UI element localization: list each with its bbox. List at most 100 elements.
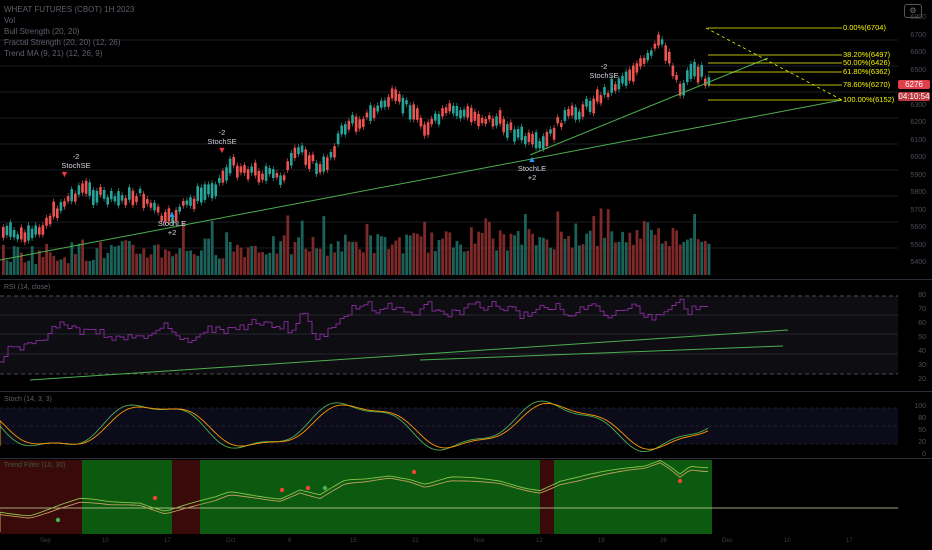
time-tick-label: Dec	[722, 538, 733, 544]
volume-bar	[473, 243, 477, 275]
candle-body	[527, 132, 531, 142]
volume-bar	[628, 232, 632, 275]
volume-bar	[124, 240, 128, 275]
trend-pane[interactable]	[0, 460, 898, 534]
rsi-tick-label: 20	[918, 376, 926, 383]
fib-level-label[interactable]: 61.80%(6362)	[843, 67, 891, 76]
candle-body	[542, 136, 545, 149]
volume-bar	[156, 244, 160, 275]
volume-bar	[556, 211, 560, 275]
pane-divider[interactable]	[0, 458, 932, 459]
rsi-trendline-2	[419, 345, 784, 361]
stochastic-chart[interactable]	[0, 394, 898, 456]
volume-bar	[340, 251, 344, 275]
volume-bar	[664, 241, 668, 275]
candle-body	[5, 225, 9, 236]
candle-body	[560, 122, 563, 128]
candle-body	[585, 98, 588, 107]
volume-bar	[38, 250, 41, 275]
candle-body	[329, 152, 333, 158]
volume-bar	[610, 231, 614, 275]
time-tick-label: 17	[846, 538, 853, 544]
candle-body	[660, 39, 664, 45]
candle-body	[617, 78, 621, 90]
legend-indicator-1[interactable]: Bull Strength (20, 20)	[4, 27, 80, 36]
trend-label[interactable]: Trend Filter (10, 30)	[4, 462, 66, 469]
volume-bar	[700, 241, 704, 275]
volume-bar	[642, 220, 646, 275]
candle-body	[376, 105, 379, 112]
candle-body	[470, 107, 473, 123]
volume-bar	[167, 251, 171, 275]
legend-volume[interactable]: Vol	[4, 16, 16, 25]
volume-bar	[92, 259, 95, 275]
stochastic-pane[interactable]	[0, 394, 898, 456]
candle-body	[167, 208, 171, 222]
candle-body	[455, 105, 459, 117]
stoch-label[interactable]: Stoch (14, 3, 3)	[4, 396, 52, 403]
pane-divider[interactable]	[0, 391, 932, 392]
price-tick-label: 5400	[910, 259, 926, 266]
candle-body	[387, 96, 390, 107]
legend-indicator-2[interactable]: Fractal Strength (20, 20) (12, 26)	[4, 38, 121, 47]
volume-bar	[696, 239, 700, 275]
candle-body	[354, 116, 358, 132]
price-pane[interactable]	[0, 0, 898, 276]
legend-symbol[interactable]: WHEAT FUTURES (CBOT) 1H 2023	[4, 5, 135, 14]
candle-body	[628, 69, 631, 81]
volume-bar	[88, 261, 92, 275]
price-axis[interactable]: 6800670066006500640063006200610060005900…	[898, 0, 932, 534]
rsi-chart[interactable]	[0, 282, 898, 388]
pane-divider[interactable]	[0, 279, 932, 280]
fib-level-label[interactable]: 100.00%(6152)	[843, 95, 895, 104]
volume-bar	[275, 253, 279, 275]
trend-chart[interactable]	[0, 460, 898, 534]
time-tick-label: Nov	[474, 538, 485, 544]
price-tick-label: 5900	[910, 171, 926, 179]
candle-body	[102, 189, 106, 199]
candle-body	[394, 89, 397, 101]
candle-body	[480, 117, 484, 124]
fib-level-label[interactable]: 78.60%(6270)	[843, 80, 891, 89]
candle-body	[308, 155, 311, 169]
settings-icon[interactable]: ⚙	[904, 4, 922, 18]
candle-body	[290, 152, 293, 166]
rsi-pane[interactable]	[0, 282, 898, 388]
volume-bar	[225, 232, 228, 275]
candle-body	[603, 87, 606, 95]
candle-body	[624, 71, 628, 86]
candle-body	[704, 78, 707, 86]
fib-level-label[interactable]: 50.00%(6426)	[843, 58, 891, 67]
fib-level-label[interactable]: 0.00%(6704)	[843, 23, 886, 32]
legend-indicator-3[interactable]: Trend MA (9, 21) (12, 26, 9)	[4, 49, 103, 58]
volume-bar	[297, 237, 300, 275]
candle-body	[16, 234, 19, 240]
rsi-label[interactable]: RSI (14, close)	[4, 284, 51, 291]
candle-body	[124, 197, 127, 206]
rsi-trendline-1	[29, 329, 789, 381]
candle-body	[333, 146, 336, 158]
price-tick-label: 5500	[910, 241, 926, 249]
volume-bar	[117, 245, 120, 275]
volume-bar	[405, 234, 408, 275]
fib-level-label[interactable]: 38.20%(6497)	[843, 50, 891, 59]
candle-body	[574, 107, 577, 120]
volume-bar	[27, 260, 30, 275]
candle-body	[340, 125, 343, 135]
candle-body	[596, 89, 599, 102]
volume-bar	[282, 235, 286, 275]
candle-body	[20, 227, 23, 240]
time-axis[interactable]: Sep 10 17 Oct 8 15 22 Nov 12 19 26 Dec 10 17	[0, 536, 898, 550]
time-tick-label: 26	[660, 538, 667, 544]
price-tick-label: 6700	[910, 31, 926, 39]
candle-body	[423, 124, 426, 136]
volume-bar	[552, 249, 556, 275]
candle-body	[254, 162, 257, 176]
volume-bar	[437, 240, 441, 275]
candle-body	[232, 156, 235, 166]
price-chart[interactable]	[0, 0, 898, 276]
time-tick-label: 22	[412, 538, 419, 544]
volume-bar	[48, 252, 52, 275]
volume-bar	[279, 241, 282, 275]
volume-bar	[239, 247, 243, 275]
